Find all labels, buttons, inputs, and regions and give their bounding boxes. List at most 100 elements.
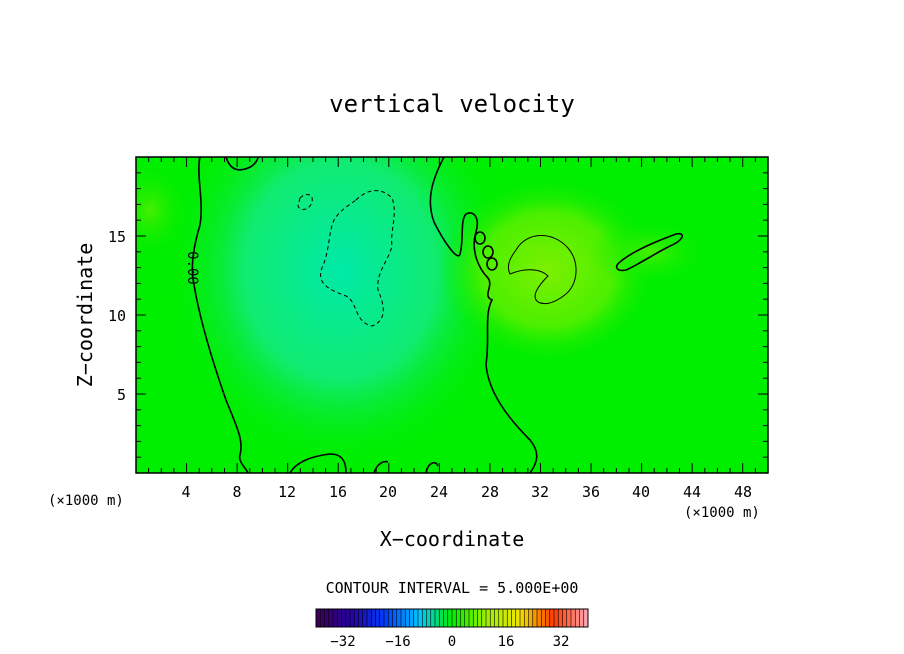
- colorbar-swatch: [392, 609, 397, 627]
- x-tick-label: 16: [329, 483, 347, 501]
- x-axis-label: X−coordinate: [380, 527, 525, 551]
- x-tick-label: 44: [683, 483, 701, 501]
- colorbar-swatch: [447, 609, 453, 627]
- colorbar-swatch: [388, 609, 393, 627]
- colorbar-swatch: [498, 609, 504, 627]
- colorbar-swatch: [545, 609, 550, 627]
- colorbar-tick-label: 32: [553, 634, 570, 650]
- colorbar-swatch: [401, 609, 406, 627]
- colorbar-swatch: [350, 609, 355, 627]
- colorbar-swatch: [418, 609, 423, 627]
- colorbar-swatch: [575, 609, 580, 627]
- colorbar-tick-label: 0: [448, 634, 456, 650]
- colorbar-swatch: [503, 609, 508, 627]
- x-tick-label: 8: [232, 483, 241, 501]
- colorbar-swatch: [520, 609, 525, 627]
- negative-contour: [320, 190, 395, 327]
- colorbar-swatch: [405, 609, 410, 627]
- x-tick-label: 40: [632, 483, 650, 501]
- colorbar-swatch: [541, 609, 546, 627]
- colorbar-swatch: [554, 609, 559, 627]
- negative-region: [165, 157, 515, 470]
- x-unit-label-left: (×1000 m): [48, 493, 124, 509]
- colorbar-swatch: [481, 609, 487, 627]
- colorbar-swatch: [396, 609, 402, 627]
- colorbar-swatch: [464, 609, 470, 627]
- y-tick-label: 10: [108, 307, 126, 325]
- colorbar-swatch: [367, 609, 372, 627]
- colorbar-tick-label: 16: [498, 634, 515, 650]
- colorbar-swatch: [456, 609, 461, 627]
- colorbar-tick-label: −32: [330, 634, 355, 650]
- colorbar-swatch: [337, 609, 342, 627]
- positive-region-3: [136, 160, 190, 260]
- colorbar-swatch: [532, 609, 538, 627]
- colorbar-swatch: [354, 609, 359, 627]
- colorbar-swatch: [571, 609, 576, 627]
- contour-lines: [191, 157, 683, 473]
- colorbar-swatch: [320, 609, 325, 627]
- chart-title: vertical velocity: [329, 90, 575, 118]
- positive-region: [438, 175, 658, 365]
- colorbar-swatch: [566, 609, 572, 627]
- zero-contour-right: [615, 232, 683, 272]
- colorbar-swatch: [324, 609, 329, 627]
- colorbar-swatch: [583, 609, 589, 627]
- axis-ticks: [136, 157, 768, 473]
- colorbar-swatch: [452, 609, 457, 627]
- colorbar-swatch: [443, 609, 448, 627]
- colorbar-swatch: [328, 609, 334, 627]
- x-tick-label: 28: [481, 483, 499, 501]
- x-tick-label: 36: [582, 483, 600, 501]
- colorbar-swatch: [558, 609, 563, 627]
- colorbar-swatch: [430, 609, 436, 627]
- colorbar-swatch: [562, 609, 567, 627]
- colorbar-swatch: [384, 609, 389, 627]
- zero-contour-mid: [429, 157, 538, 473]
- x-tick-label: 20: [379, 483, 397, 501]
- colorbar-swatch: [341, 609, 346, 627]
- colorbar-swatch: [528, 609, 533, 627]
- x-tick-label: 32: [531, 483, 549, 501]
- colorbar-frame: [315, 608, 589, 628]
- x-unit-label-right: (×1000 m): [684, 505, 760, 521]
- colorbar-swatch: [477, 609, 482, 627]
- zero-contour-loop-2: [482, 245, 494, 259]
- colorbar-swatch: [490, 609, 495, 627]
- colorbar-swatch: [549, 609, 555, 627]
- zero-contour-label: 0.00: [184, 251, 200, 285]
- colorbar-swatch: [409, 609, 414, 627]
- colorbar-swatch: [511, 609, 516, 627]
- colorbar-swatch: [333, 609, 338, 627]
- colorbar-swatch: [507, 609, 512, 627]
- colorbar-swatch: [358, 609, 363, 627]
- colorbar-swatch: [524, 609, 529, 627]
- colorbar-swatch: [515, 609, 521, 627]
- zero-contour-top: [225, 157, 259, 171]
- colorbar-swatch: [579, 609, 584, 627]
- colorbar-swatch: [379, 609, 385, 627]
- zero-contour-bottom-1: [289, 453, 347, 473]
- y-axis-label: Z−coordinate: [73, 243, 97, 388]
- colorbar-swatch: [375, 609, 380, 627]
- colorbar-swatch: [469, 609, 474, 627]
- colorbar-tick-labels: −32 −16 0 16 32: [330, 634, 569, 650]
- colorbar: [315, 609, 589, 627]
- colorbar-swatch: [422, 609, 427, 627]
- colorbar-swatch: [426, 609, 431, 627]
- y-tick-labels: 5 10 15: [108, 228, 126, 404]
- positive-contour: [507, 235, 577, 305]
- colorbar-swatch: [371, 609, 376, 627]
- zero-contour-bottom-2: [373, 460, 389, 473]
- x-tick-label: 4: [181, 483, 190, 501]
- x-tick-label: 24: [430, 483, 448, 501]
- positive-region-2: [590, 217, 710, 287]
- colorbar-tick-label: −16: [385, 634, 410, 650]
- colorbar-swatch: [486, 609, 491, 627]
- plot-area: 0.00: [136, 157, 768, 473]
- zero-contour-loop-1: [474, 231, 486, 245]
- colorbar-swatch: [537, 609, 542, 627]
- colorbar-swatch: [362, 609, 368, 627]
- colorbar-swatch: [316, 609, 321, 627]
